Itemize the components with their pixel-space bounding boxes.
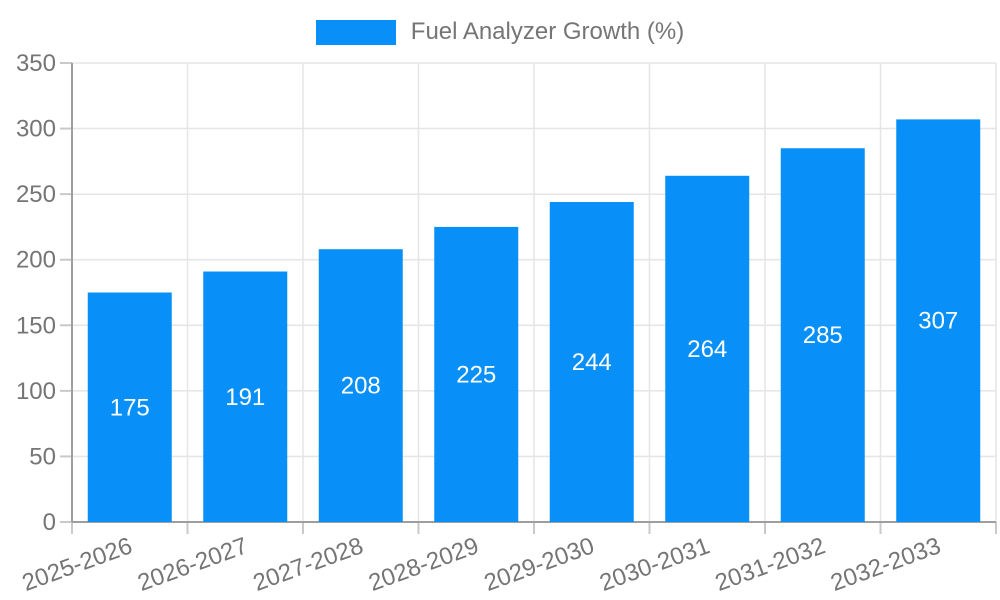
- bar-value-label: 244: [572, 349, 612, 376]
- bar[interactable]: [549, 202, 634, 523]
- bar-value-label: 175: [110, 394, 150, 421]
- x-tick-label: 2028-2029: [365, 532, 482, 597]
- y-tick-label: 200: [16, 247, 56, 274]
- x-tick-label: 2031-2032: [712, 532, 829, 597]
- x-tick-label: 2026-2027: [134, 532, 251, 597]
- bar[interactable]: [87, 292, 172, 523]
- bar-value-label: 225: [456, 361, 496, 388]
- bar[interactable]: [896, 119, 981, 523]
- bar-value-label: 285: [803, 322, 843, 349]
- bar[interactable]: [780, 148, 865, 522]
- y-tick-label: 150: [16, 312, 56, 339]
- x-tick-label: 2025-2026: [19, 532, 136, 597]
- bar[interactable]: [203, 271, 288, 522]
- x-tick-label: 2029-2030: [481, 532, 598, 597]
- x-tick-label: 2032-2033: [827, 532, 944, 597]
- bar[interactable]: [434, 226, 519, 522]
- x-tick-label: 2030-2031: [596, 532, 713, 597]
- y-tick-label: 100: [16, 378, 56, 405]
- bar[interactable]: [318, 249, 403, 523]
- y-tick-label: 350: [16, 50, 56, 77]
- bar-value-label: 191: [225, 384, 265, 411]
- x-tick-label: 2027-2028: [250, 532, 367, 597]
- y-tick-label: 0: [43, 509, 56, 536]
- bar-value-label: 208: [341, 373, 381, 400]
- y-tick-label: 250: [16, 181, 56, 208]
- y-tick-label: 50: [29, 443, 56, 470]
- bar-value-label: 264: [687, 336, 727, 363]
- y-tick-label: 300: [16, 116, 56, 143]
- bar[interactable]: [665, 175, 750, 523]
- bar-value-label: 307: [918, 308, 958, 335]
